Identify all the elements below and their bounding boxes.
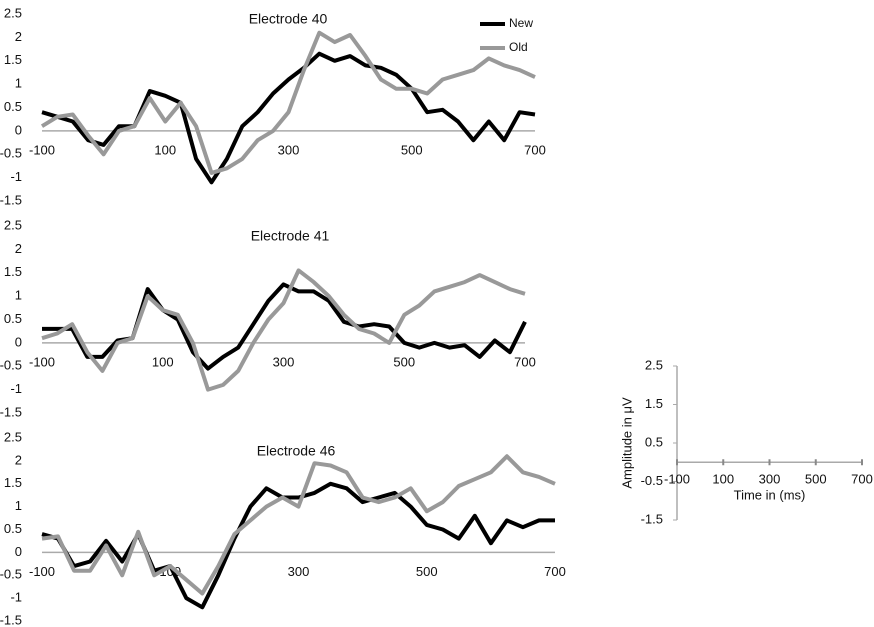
x-tick-label: 700 xyxy=(524,142,546,157)
x-axis-title: Time in (ms) xyxy=(734,488,806,503)
legend-label: Old xyxy=(509,40,528,54)
y-tick-label: 2.5 xyxy=(4,5,22,20)
x-tick-label: -100 xyxy=(29,564,55,579)
y-tick-label: 0.5 xyxy=(4,521,22,536)
x-tick-label: 100 xyxy=(152,354,174,369)
legend-label: New xyxy=(509,16,533,30)
y-tick-label: 1.5 xyxy=(645,396,663,411)
x-tick-label: 300 xyxy=(759,472,781,487)
y-tick-label: 0.5 xyxy=(645,434,663,449)
x-tick-label: 700 xyxy=(851,472,873,487)
y-tick-label: 1.5 xyxy=(4,264,22,279)
y-tick-label: -1 xyxy=(10,169,22,184)
x-tick-label: 500 xyxy=(416,564,438,579)
y-tick-label: 0.5 xyxy=(4,311,22,326)
y-axis-title: Amplitude in μV xyxy=(619,397,634,489)
x-tick-label: 100 xyxy=(154,142,176,157)
y-tick-label: 0.5 xyxy=(4,99,22,114)
y-tick-label: 1 xyxy=(15,288,22,303)
x-tick-label: -100 xyxy=(664,472,690,487)
y-tick-label: -0.5 xyxy=(0,567,22,582)
x-tick-label: 500 xyxy=(393,354,415,369)
y-tick-label: -1.5 xyxy=(641,511,663,526)
y-tick-label: -0.5 xyxy=(0,358,22,373)
y-tick-label: 2 xyxy=(15,452,22,467)
x-tick-label: 700 xyxy=(514,354,536,369)
y-tick-label: 2.5 xyxy=(4,429,22,444)
x-tick-label: -100 xyxy=(29,142,55,157)
x-tick-label: -100 xyxy=(29,354,55,369)
series-line xyxy=(41,268,526,392)
y-tick-label: 1.5 xyxy=(4,475,22,490)
chart-title: Electrode 41 xyxy=(251,228,330,244)
y-tick-label: 1 xyxy=(15,498,22,513)
y-tick-label: 0 xyxy=(15,122,22,137)
x-tick-label: 300 xyxy=(273,354,295,369)
y-tick-label: 2 xyxy=(15,29,22,44)
y-tick-label: -1 xyxy=(10,381,22,396)
series-line xyxy=(41,51,536,185)
series-line xyxy=(41,481,555,610)
chart-title: Electrode 46 xyxy=(257,443,336,459)
y-tick-label: 2.5 xyxy=(4,217,22,232)
x-tick-label: 700 xyxy=(544,564,566,579)
y-tick-label: 1.5 xyxy=(4,52,22,67)
y-tick-label: -1.5 xyxy=(0,192,22,207)
y-tick-label: 2.5 xyxy=(645,357,663,372)
y-tick-label: -0.5 xyxy=(0,146,22,161)
series-line xyxy=(40,30,536,175)
y-tick-label: 0 xyxy=(15,334,22,349)
x-tick-label: 500 xyxy=(401,142,423,157)
y-tick-label: 2 xyxy=(15,241,22,256)
y-tick-label: -1.5 xyxy=(0,404,22,419)
x-tick-label: 500 xyxy=(805,472,827,487)
x-tick-label: 100 xyxy=(712,472,734,487)
series-line xyxy=(41,454,556,596)
y-tick-label: 1 xyxy=(15,76,22,91)
y-tick-label: -0.5 xyxy=(641,473,663,488)
x-tick-label: 300 xyxy=(278,142,300,157)
x-tick-label: 300 xyxy=(288,564,310,579)
y-tick-label: 0 xyxy=(15,544,22,559)
y-tick-label: -1 xyxy=(10,590,22,605)
chart-title: Electrode 40 xyxy=(249,11,328,27)
y-tick-label: -1.5 xyxy=(0,612,22,627)
